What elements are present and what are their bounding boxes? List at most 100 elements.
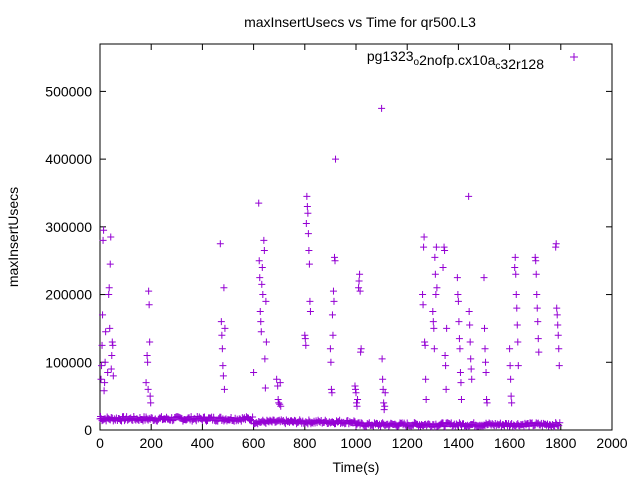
y-tick-label: 100000: [45, 354, 92, 370]
data-point: [97, 375, 105, 383]
data-point: [273, 375, 281, 383]
data-point: [255, 199, 263, 207]
data-point: [306, 307, 314, 315]
data-point: [421, 338, 429, 346]
data-point: [332, 155, 340, 163]
data-point: [143, 352, 151, 360]
data-point: [301, 335, 309, 343]
data-point: [421, 341, 429, 349]
data-point: [104, 368, 112, 376]
data-point: [276, 379, 284, 387]
x-tick-label: 200: [140, 435, 164, 451]
data-point: [250, 368, 258, 376]
data-point: [144, 385, 152, 393]
data-point: [483, 399, 491, 407]
data-point: [145, 301, 153, 309]
data-point: [455, 318, 463, 326]
data-point: [353, 399, 361, 407]
data-point: [480, 274, 488, 282]
x-tick-label: 1600: [494, 435, 525, 451]
data-point: [303, 192, 311, 200]
data-point: [440, 243, 448, 251]
data-point: [260, 236, 268, 244]
x-axis: 0 200 400 600 800 1000 1200 1400 1600 1800 2000: [96, 44, 628, 451]
data-point: [98, 362, 106, 370]
data-point: [255, 257, 263, 265]
data-point: [353, 402, 361, 410]
data-point: [277, 402, 285, 410]
data-point: [221, 324, 229, 332]
data-point: [107, 365, 115, 373]
data-point: [534, 318, 542, 326]
data-point: [306, 297, 314, 305]
data-point: [249, 413, 257, 421]
data-point: [305, 260, 313, 268]
data-point: [260, 247, 268, 255]
x-tick-label: 0: [96, 435, 104, 451]
data-point: [531, 253, 539, 261]
data-point: [351, 382, 359, 390]
data-point: [305, 247, 313, 255]
data-point: [256, 307, 264, 315]
data-point: [100, 387, 108, 395]
x-tick-label: 1800: [545, 435, 576, 451]
data-point: [330, 297, 338, 305]
data-point: [430, 345, 438, 353]
data-point: [329, 287, 337, 295]
data-point: [99, 311, 107, 319]
legend-marker: [570, 53, 578, 61]
data-point: [481, 324, 489, 332]
data-point: [512, 270, 520, 278]
data-point: [432, 291, 440, 299]
data-point: [420, 243, 428, 251]
data-point: [327, 358, 335, 366]
x-axis-label: Time(s): [333, 459, 380, 475]
data-point: [443, 324, 451, 332]
data-point: [357, 348, 365, 356]
data-point: [327, 385, 335, 393]
data-point: [466, 338, 474, 346]
data-point: [429, 318, 437, 326]
data-point: [146, 338, 154, 346]
data-point: [508, 399, 516, 407]
data-point: [420, 233, 428, 241]
data-point: [454, 291, 462, 299]
data-point: [441, 352, 449, 360]
data-point: [99, 236, 107, 244]
x-tick-label: 1400: [443, 435, 474, 451]
data-point: [483, 396, 491, 404]
data-point: [304, 230, 312, 238]
data-point: [455, 335, 463, 343]
data-point: [468, 375, 476, 383]
data-point: [210, 413, 218, 421]
data-point: [456, 368, 464, 376]
data-point: [351, 385, 359, 393]
plot-frame: [99, 43, 613, 431]
data-point: [507, 375, 515, 383]
data-point: [513, 321, 521, 329]
y-axis-label: maxInsertUsecs: [5, 187, 21, 287]
chart-title: maxInsertUsecs vs Time for qr500.L3: [244, 14, 476, 30]
data-point: [356, 270, 364, 278]
data-point: [258, 263, 266, 271]
data-point: [513, 304, 521, 312]
data-points: [96, 104, 564, 431]
data-point: [101, 358, 109, 366]
data-point: [259, 291, 267, 299]
data-point: [329, 331, 337, 339]
data-point: [514, 338, 522, 346]
legend: pg1323o2nofp.cx10ac32r128: [367, 48, 578, 72]
data-point: [552, 240, 560, 248]
data-point: [100, 226, 108, 234]
data-point: [328, 389, 336, 397]
data-point: [431, 253, 439, 261]
x-tick-label: 1000: [340, 435, 371, 451]
data-point: [262, 338, 270, 346]
data-point: [380, 406, 388, 414]
y-tick-label: 0: [84, 422, 92, 438]
data-point: [430, 324, 438, 332]
data-point: [200, 413, 208, 421]
data-point: [553, 304, 561, 312]
data-point: [432, 243, 440, 251]
data-point: [506, 362, 514, 370]
